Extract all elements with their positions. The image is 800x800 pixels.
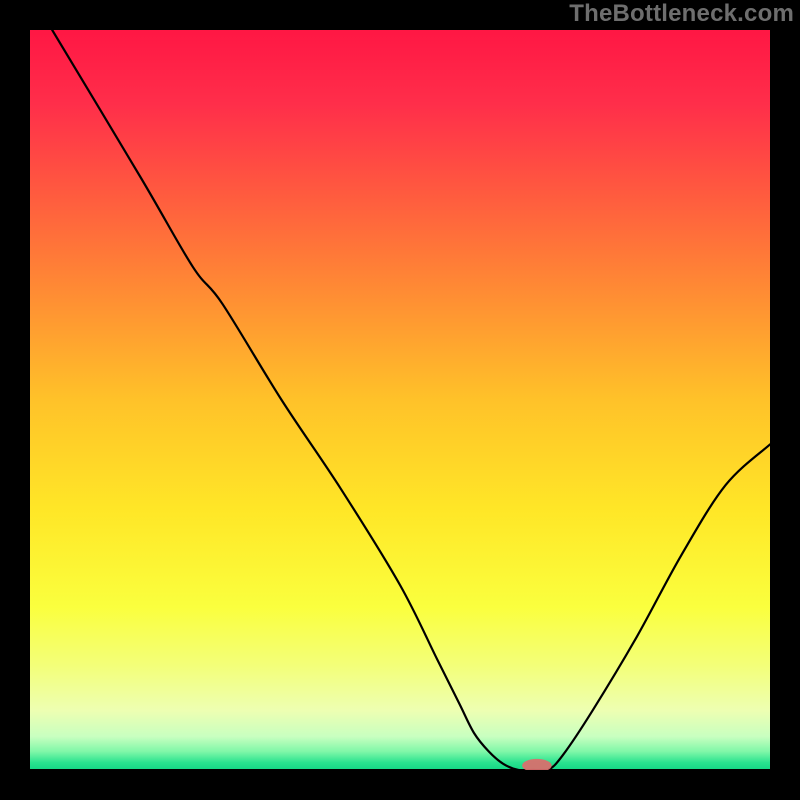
gradient-background bbox=[30, 30, 770, 770]
plot-svg bbox=[30, 30, 770, 770]
chart-frame: TheBottleneck.com bbox=[0, 0, 800, 800]
plot-area bbox=[30, 30, 770, 770]
watermark-text: TheBottleneck.com bbox=[569, 0, 794, 28]
